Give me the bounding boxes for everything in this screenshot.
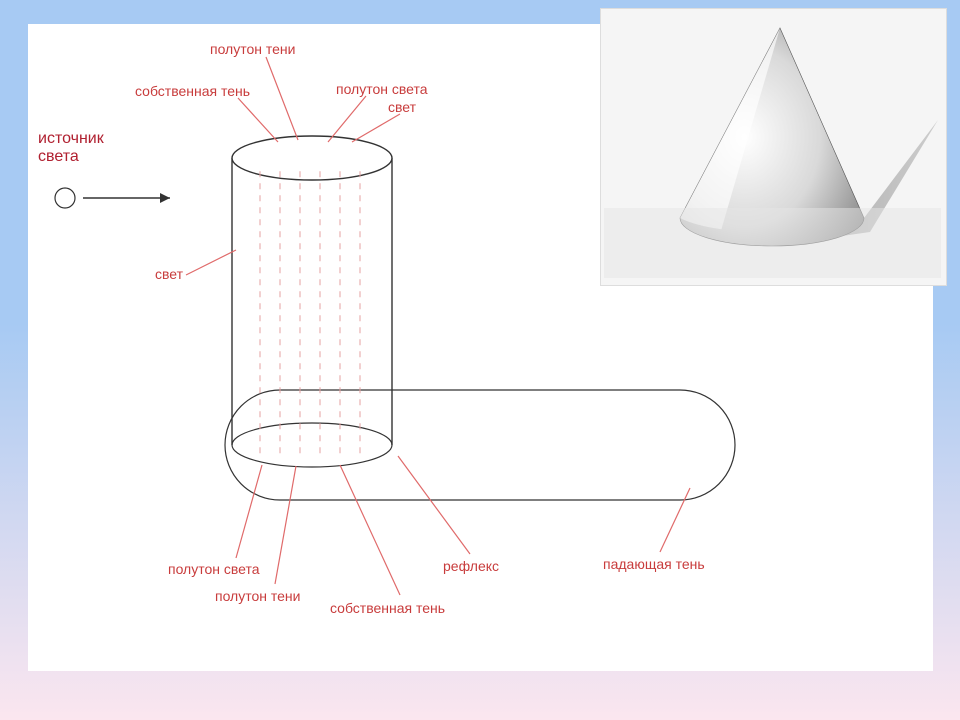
label-pad_ten: падающая тень <box>603 556 705 572</box>
cast-shadow <box>225 390 735 500</box>
label-svet_l: свет <box>155 266 183 282</box>
leader-poluton_teni_t <box>266 57 298 140</box>
leader-sobstv_ten_t <box>238 98 278 142</box>
light-source-icon <box>55 188 75 208</box>
leader-svet_l <box>186 250 236 275</box>
label-svet_t: свет <box>388 99 416 115</box>
label-sobstv_ten_t: собственная тень <box>135 83 250 99</box>
leader-refleks <box>398 456 470 554</box>
leader-poluton_sveta_t <box>328 96 366 142</box>
label-poluton_teni_t: полутон тени <box>210 41 295 57</box>
light-arrowhead <box>160 193 170 203</box>
leader-sobstv_ten_b <box>340 465 400 595</box>
label-poluton_sveta_b: полутон света <box>168 561 260 577</box>
cone-ground <box>604 208 941 278</box>
label-refleks: рефлекс <box>443 558 499 574</box>
label-source: источниксвета <box>38 130 104 166</box>
label-sobstv_ten_b: собственная тень <box>330 600 445 616</box>
diagram-svg <box>0 0 960 720</box>
cylinder-bottom <box>232 423 392 467</box>
leader-poluton_teni_b <box>275 466 296 584</box>
canvas: источниксвета полутон тени собственная тен… <box>0 0 960 720</box>
leader-pad_ten <box>660 488 690 552</box>
cylinder-top <box>232 136 392 180</box>
leader-svet_t <box>352 114 400 142</box>
leader-poluton_sveta_b <box>236 465 262 558</box>
label-poluton_teni_b: полутон тени <box>215 588 300 604</box>
label-poluton_sveta_t: полутон света <box>336 81 428 97</box>
